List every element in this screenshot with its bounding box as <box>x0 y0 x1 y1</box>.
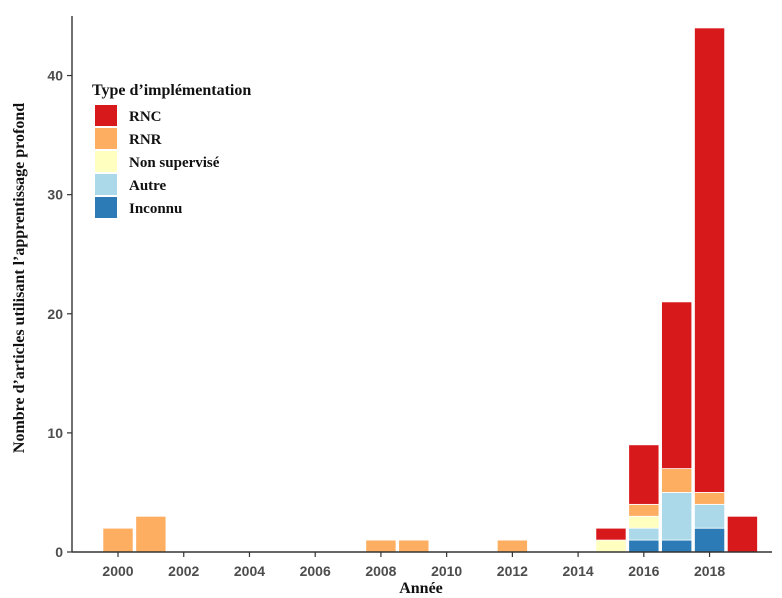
legend-swatch-autre <box>95 174 117 195</box>
x-tick-label: 2012 <box>497 563 528 579</box>
y-ticks-group: 0 10 20 30 40 <box>47 68 72 560</box>
bar-rnc-2017 <box>661 301 693 470</box>
bar-rnr-2001 <box>135 515 167 553</box>
x-tick-label: 2000 <box>102 563 133 579</box>
bar-non-supervis--2016 <box>628 515 660 529</box>
bar-rnc-2016 <box>628 444 660 505</box>
x-tick-label: 2016 <box>628 563 659 579</box>
legend-label-inconnu: Inconnu <box>129 201 182 217</box>
bar-rnr-2016 <box>628 503 660 517</box>
legend-swatch-rnr <box>95 128 117 149</box>
bar-rnr-2012 <box>496 539 528 553</box>
legend-label-autre: Autre <box>129 178 167 194</box>
bar-inconnu-2016 <box>628 539 660 553</box>
y-tick-label: 20 <box>47 306 63 322</box>
bar-rnc-2015 <box>595 527 627 541</box>
y-axis-title: Nombre d’articles utilisant l’apprentiss… <box>11 103 28 453</box>
x-tick-label: 2014 <box>563 563 594 579</box>
bar-rnc-2018 <box>694 27 726 493</box>
x-tick-label: 2002 <box>168 563 199 579</box>
x-tick-label: 2006 <box>300 563 331 579</box>
legend-title: Type d’implémentation <box>92 82 251 99</box>
legend-swatch-inconnu <box>95 197 117 218</box>
bar-autre-2016 <box>628 527 660 541</box>
y-tick-label: 30 <box>47 187 63 203</box>
bars-group <box>102 27 758 553</box>
legend-label-rnr: RNR <box>129 132 162 148</box>
legend-swatch-rnc <box>95 105 117 126</box>
bar-rnc-2019 <box>726 515 758 553</box>
bar-rnr-2017 <box>661 468 693 493</box>
x-tick-label: 2004 <box>234 563 265 579</box>
axes-group <box>71 16 772 553</box>
y-tick-label: 0 <box>55 544 63 560</box>
x-ticks-group: 2000 2002 2004 2006 2008 2010 2012 2014 2016 2018 <box>102 552 725 579</box>
legend-swatch-non-supervis- <box>95 151 117 172</box>
bar-rnr-2000 <box>102 527 134 553</box>
x-tick-label: 2008 <box>365 563 396 579</box>
legend-label-rnc: RNC <box>129 109 162 125</box>
y-tick-label: 40 <box>47 68 63 84</box>
x-axis-title: Année <box>399 580 443 597</box>
bar-rnr-2018 <box>694 492 726 505</box>
bar-rnr-2008 <box>365 539 397 553</box>
x-tick-label: 2018 <box>694 563 725 579</box>
bar-autre-2018 <box>694 503 726 529</box>
bar-inconnu-2018 <box>694 527 726 553</box>
y-tick-label: 10 <box>47 425 63 441</box>
legend-label-non-supervis-: Non supervisé <box>129 155 220 171</box>
bar-inconnu-2017 <box>661 539 693 553</box>
bar-autre-2017 <box>661 492 693 541</box>
bar-rnr-2009 <box>398 539 430 553</box>
legend: Type d’implémentation RNC RNR Non supervis… <box>92 82 251 218</box>
bar-non-supervis--2015 <box>595 539 627 553</box>
x-tick-label: 2010 <box>431 563 462 579</box>
